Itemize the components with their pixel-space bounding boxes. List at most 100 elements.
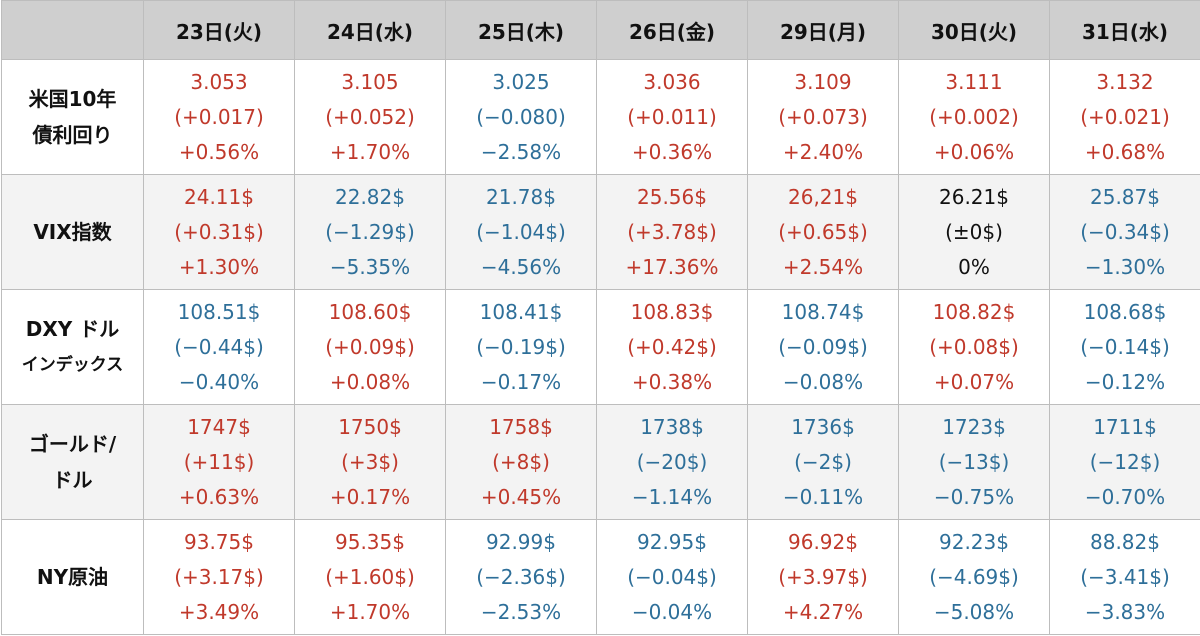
row-label: 米国10年 債利回り — [1, 59, 144, 175]
cell-percent: +4.27% — [782, 599, 864, 624]
cell-value: 3.111 — [945, 69, 1003, 94]
cell-percent: +17.36% — [625, 254, 719, 279]
cell-change: (+0.011) — [627, 104, 717, 129]
cell-percent: +0.38% — [631, 369, 713, 394]
cell-change: (+3$) — [341, 449, 399, 474]
data-cell: 3.036 (+0.011) +0.36% — [596, 59, 748, 175]
cell-change: (+1.60$) — [325, 564, 415, 589]
cell-percent: −2.58% — [480, 139, 562, 164]
data-cell: 92.95$ (−0.04$) −0.04% — [596, 519, 748, 635]
cell-change: (+0.09$) — [325, 334, 415, 359]
date-header: 29日(月) — [747, 0, 899, 60]
cell-change: (+0.002) — [929, 104, 1019, 129]
data-cell: 21.78$ (−1.04$) −4.56% — [445, 174, 597, 290]
data-cell: 108.51$ (−0.44$) −0.40% — [143, 289, 295, 405]
data-cell: 108.74$ (−0.09$) −0.08% — [747, 289, 899, 405]
data-cell: 3.053 (+0.017) +0.56% — [143, 59, 295, 175]
cell-change: (+8$) — [492, 449, 550, 474]
cell-change: (+3.17$) — [174, 564, 264, 589]
cell-change: (+0.052) — [325, 104, 415, 129]
data-cell: 108.41$ (−0.19$) −0.17% — [445, 289, 597, 405]
cell-value: 25.87$ — [1090, 184, 1160, 209]
cell-change: (−20$) — [636, 449, 708, 474]
cell-percent: +1.30% — [178, 254, 260, 279]
date-header: 25日(木) — [445, 0, 597, 60]
cell-value: 26,21$ — [788, 184, 858, 209]
cell-percent: +0.68% — [1084, 139, 1166, 164]
cell-percent: 0% — [958, 254, 990, 279]
cell-change: (−4.69$) — [929, 564, 1019, 589]
data-cell: 93.75$ (+3.17$) +3.49% — [143, 519, 295, 635]
data-cell: 1711$ (−12$) −0.70% — [1049, 404, 1200, 520]
data-cell: 1747$ (+11$) +0.63% — [143, 404, 295, 520]
row-label-line: ゴールド/ — [28, 432, 117, 456]
cell-percent: −0.17% — [480, 369, 562, 394]
cell-percent: −1.30% — [1084, 254, 1166, 279]
cell-percent: −3.83% — [1084, 599, 1166, 624]
row-label-line: インデックス — [21, 355, 124, 375]
data-cell: 1758$ (+8$) +0.45% — [445, 404, 597, 520]
cell-change: (−2.36$) — [476, 564, 566, 589]
row-label: DXY ドル インデックス — [1, 289, 144, 405]
cell-percent: +0.08% — [329, 369, 411, 394]
cell-value: 108.68$ — [1083, 299, 1167, 324]
cell-change: (−1.04$) — [476, 219, 566, 244]
cell-change: (−12$) — [1089, 449, 1161, 474]
cell-change: (+0.65$) — [778, 219, 868, 244]
row-label: VIX指数 — [1, 174, 144, 290]
cell-value: 108.60$ — [328, 299, 412, 324]
cell-value: 1758$ — [489, 414, 553, 439]
cell-percent: −0.12% — [1084, 369, 1166, 394]
cell-value: 3.053 — [190, 69, 248, 94]
table-header: 23日(火) 24日(水) 25日(木) 26日(金) 29日(月) 30日(火… — [1, 0, 1200, 60]
row-label: ゴールド/ドル — [1, 404, 144, 520]
cell-value: 95.35$ — [335, 529, 405, 554]
cell-change: (+0.08$) — [929, 334, 1019, 359]
date-header: 26日(金) — [596, 0, 748, 60]
cell-percent: +0.06% — [933, 139, 1015, 164]
cell-change: (+0.42$) — [627, 334, 717, 359]
cell-change: (−2$) — [794, 449, 852, 474]
cell-value: 92.95$ — [637, 529, 707, 554]
data-cell: 3.111 (+0.002) +0.06% — [898, 59, 1050, 175]
data-cell: 1736$ (−2$) −0.11% — [747, 404, 899, 520]
cell-value: 3.132 — [1096, 69, 1154, 94]
cell-value: 24.11$ — [184, 184, 254, 209]
data-cell: 24.11$ (+0.31$) +1.30% — [143, 174, 295, 290]
cell-percent: +3.49% — [178, 599, 260, 624]
cell-value: 108.74$ — [781, 299, 865, 324]
data-cell: 1723$ (−13$) −0.75% — [898, 404, 1050, 520]
cell-change: (−1.29$) — [325, 219, 415, 244]
date-header: 31日(水) — [1049, 0, 1200, 60]
date-header: 23日(火) — [143, 0, 295, 60]
table-row-gold-usd: ゴールド/ドル 1747$ (+11$) +0.63% 1750$ (+3$) +0.17%… — [1, 404, 1200, 520]
cell-value: 108.82$ — [932, 299, 1016, 324]
data-cell: 3.132 (+0.021) +0.68% — [1049, 59, 1200, 175]
data-cell: 3.109 (+0.073) +2.40% — [747, 59, 899, 175]
cell-change: (+0.017) — [174, 104, 264, 129]
cell-change: (−13$) — [938, 449, 1010, 474]
row-label-line: 米国10年 — [28, 87, 117, 111]
cell-percent: −5.35% — [329, 254, 411, 279]
cell-percent: −4.56% — [480, 254, 562, 279]
data-cell: 108.83$ (+0.42$) +0.38% — [596, 289, 748, 405]
cell-percent: +1.70% — [329, 599, 411, 624]
data-cell: 26,21$ (+0.65$) +2.54% — [747, 174, 899, 290]
data-cell: 95.35$ (+1.60$) +1.70% — [294, 519, 446, 635]
cell-value: 1750$ — [338, 414, 402, 439]
cell-value: 92.23$ — [939, 529, 1009, 554]
table-row-ny-crude-oil: NY原油 93.75$ (+3.17$) +3.49% 95.35$ (+1.60$) +1… — [1, 519, 1200, 635]
data-cell: 25.87$ (−0.34$) −1.30% — [1049, 174, 1200, 290]
data-cell: 1750$ (+3$) +0.17% — [294, 404, 446, 520]
data-cell: 92.23$ (−4.69$) −5.08% — [898, 519, 1050, 635]
cell-value: 92.99$ — [486, 529, 556, 554]
table-row-vix-index: VIX指数 24.11$ (+0.31$) +1.30% 22.82$ (−1.29$) −… — [1, 174, 1200, 290]
cell-value: 1738$ — [640, 414, 704, 439]
data-cell: 88.82$ (−3.41$) −3.83% — [1049, 519, 1200, 635]
data-cell: 108.60$ (+0.09$) +0.08% — [294, 289, 446, 405]
data-cell: 1738$ (−20$) −1.14% — [596, 404, 748, 520]
cell-change: (−0.080) — [476, 104, 566, 129]
data-cell: 108.68$ (−0.14$) −0.12% — [1049, 289, 1200, 405]
data-cell: 92.99$ (−2.36$) −2.53% — [445, 519, 597, 635]
data-cell: 26.21$ (±0$) 0% — [898, 174, 1050, 290]
